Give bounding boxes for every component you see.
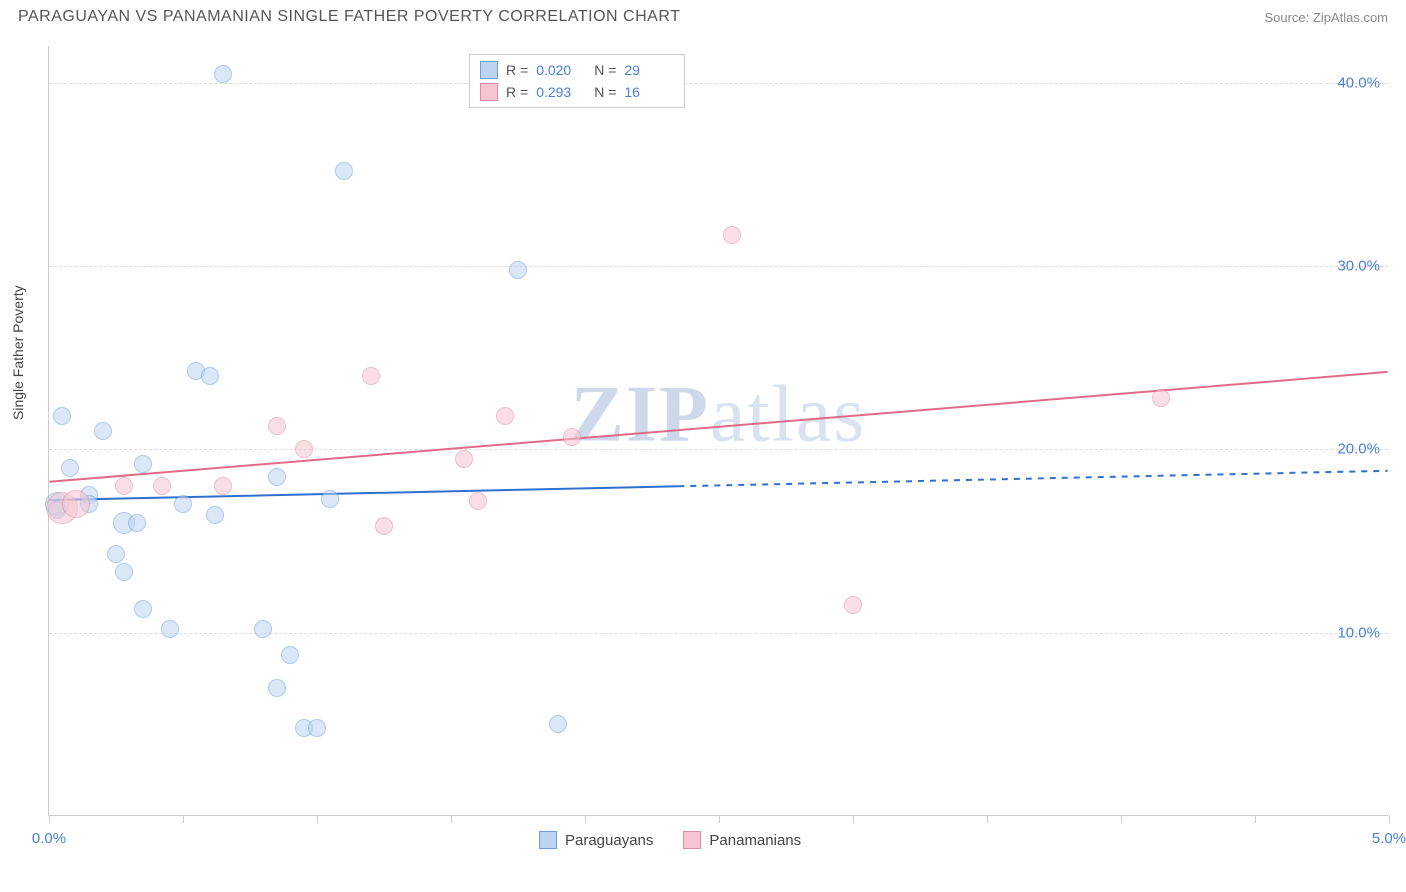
x-tick	[451, 815, 452, 823]
data-point	[134, 600, 152, 618]
data-point	[115, 563, 133, 581]
n-value: 16	[624, 81, 674, 103]
legend-swatch	[480, 61, 498, 79]
y-tick-label: 30.0%	[1337, 258, 1380, 275]
watermark-zip: ZIP	[571, 371, 710, 459]
stats-legend-row: R = 0.293 N = 16	[480, 81, 674, 103]
x-tick-label: 0.0%	[32, 830, 66, 847]
gridline	[49, 266, 1388, 267]
data-point	[254, 620, 272, 638]
data-point	[115, 477, 133, 495]
r-value: 0.293	[536, 81, 586, 103]
chart-source: Source: ZipAtlas.com	[1264, 10, 1388, 25]
data-point	[1152, 389, 1170, 407]
data-point	[161, 620, 179, 638]
data-point	[153, 477, 171, 495]
chart-title: PARAGUAYAN VS PANAMANIAN SINGLE FATHER P…	[18, 8, 680, 26]
data-point	[134, 455, 152, 473]
r-value: 0.020	[536, 59, 586, 81]
data-point	[268, 679, 286, 697]
x-tick	[719, 815, 720, 823]
data-point	[128, 514, 146, 532]
chart-plot-area: ZIPatlas 10.0%20.0%30.0%40.0%0.0%5.0%R =…	[48, 46, 1388, 816]
data-point	[496, 407, 514, 425]
data-point	[549, 715, 567, 733]
r-label: R =	[506, 81, 528, 103]
gridline	[49, 83, 1388, 84]
legend-swatch	[480, 83, 498, 101]
data-point	[201, 367, 219, 385]
r-label: R =	[506, 59, 528, 81]
x-tick	[987, 815, 988, 823]
data-point	[723, 226, 741, 244]
data-point	[308, 719, 326, 737]
series-legend-label: Paraguayans	[565, 832, 653, 849]
data-point	[214, 477, 232, 495]
gridline	[49, 449, 1388, 450]
x-tick	[317, 815, 318, 823]
stats-legend: R = 0.020 N = 29 R = 0.293 N = 16	[469, 54, 685, 108]
data-point	[94, 422, 112, 440]
data-point	[107, 545, 125, 563]
x-tick	[1121, 815, 1122, 823]
chart-header: PARAGUAYAN VS PANAMANIAN SINGLE FATHER P…	[0, 0, 1406, 30]
x-tick	[49, 815, 50, 823]
y-tick-label: 10.0%	[1337, 624, 1380, 641]
x-tick	[183, 815, 184, 823]
data-point	[509, 261, 527, 279]
data-point	[375, 517, 393, 535]
n-label: N =	[594, 59, 616, 81]
data-point	[563, 428, 581, 446]
y-tick-label: 20.0%	[1337, 441, 1380, 458]
data-point	[469, 492, 487, 510]
data-point	[62, 490, 90, 518]
x-tick-label: 5.0%	[1372, 830, 1406, 847]
x-tick	[853, 815, 854, 823]
y-tick-label: 40.0%	[1337, 74, 1380, 91]
series-legend-item: Paraguayans	[539, 831, 653, 849]
gridline	[49, 633, 1388, 634]
data-point	[61, 459, 79, 477]
y-axis-label: Single Father Poverty	[10, 285, 26, 420]
data-point	[206, 506, 224, 524]
data-point	[295, 440, 313, 458]
data-point	[321, 490, 339, 508]
trend-lines	[49, 46, 1388, 815]
data-point	[281, 646, 299, 664]
legend-swatch	[539, 831, 557, 849]
data-point	[455, 450, 473, 468]
n-value: 29	[624, 59, 674, 81]
data-point	[214, 65, 232, 83]
stats-legend-row: R = 0.020 N = 29	[480, 59, 674, 81]
data-point	[844, 596, 862, 614]
x-tick	[585, 815, 586, 823]
data-point	[268, 468, 286, 486]
watermark-atlas: atlas	[710, 371, 867, 459]
legend-swatch	[683, 831, 701, 849]
series-legend-item: Panamanians	[683, 831, 801, 849]
series-legend-label: Panamanians	[709, 832, 801, 849]
data-point	[362, 367, 380, 385]
data-point	[53, 407, 71, 425]
data-point	[335, 162, 353, 180]
data-point	[268, 417, 286, 435]
series-legend: Paraguayans Panamanians	[539, 831, 801, 849]
x-tick	[1255, 815, 1256, 823]
watermark: ZIPatlas	[571, 370, 867, 461]
x-tick	[1389, 815, 1390, 823]
n-label: N =	[594, 81, 616, 103]
data-point	[174, 495, 192, 513]
